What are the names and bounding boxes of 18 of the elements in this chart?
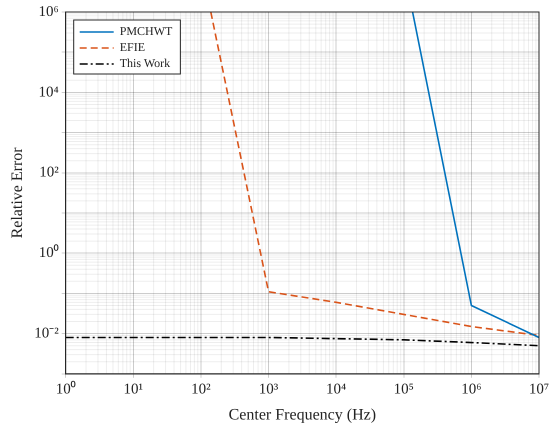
x-axis-title: Center Frequency (Hz)	[228, 406, 376, 424]
x-tick-label: 10⁷	[528, 382, 550, 398]
x-tick-label: 10²	[191, 382, 212, 398]
x-tick-label: 10⁶	[461, 382, 482, 398]
y-tick-label: 10⁰	[38, 244, 59, 262]
x-tick-label: 10⁴	[326, 382, 346, 398]
y-tick-label: 10⁻²	[34, 326, 60, 342]
legend-label: PMCHWT	[120, 24, 174, 38]
y-axis-title: Relative Error	[8, 146, 26, 238]
legend-label: EFIE	[120, 40, 146, 54]
x-tick-label: 10⁰	[56, 380, 76, 398]
x-tick-label: 10³	[258, 382, 279, 398]
y-tick-label: 10⁶	[38, 4, 59, 20]
y-tick-label: 10²	[39, 164, 60, 181]
legend-label: This Work	[120, 56, 170, 70]
x-tick-label: 10⁵	[394, 382, 414, 398]
y-tick-label: 10⁴	[38, 84, 59, 100]
x-tick-label: 10¹	[124, 382, 144, 398]
